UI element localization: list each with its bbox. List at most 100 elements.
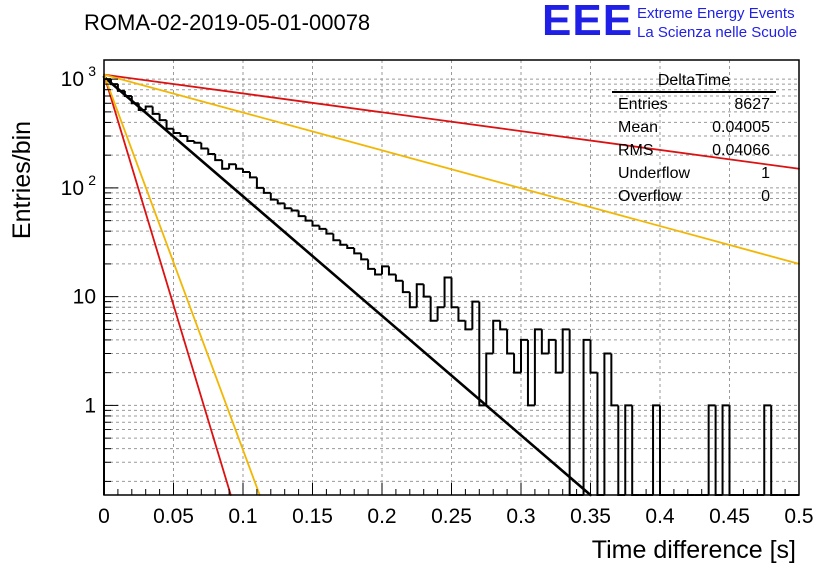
histogram-bin: [520, 338, 528, 373]
x-tick-label: 0.25: [431, 505, 472, 528]
histogram-bin: [401, 280, 410, 294]
stats-value: 0.04005: [712, 119, 770, 136]
logo-mark: EEE: [542, 0, 634, 45]
histogram-bin: [242, 168, 250, 174]
histogram-bin: [387, 266, 396, 276]
histogram-bin: [526, 339, 535, 407]
y-tick-label: 1: [84, 394, 96, 417]
histogram-bin: [297, 210, 306, 218]
histogram-bin: [652, 404, 660, 495]
histogram-bin: [513, 353, 521, 374]
histogram-bin: [603, 352, 612, 495]
y-tick-exponent: 3: [88, 63, 96, 79]
axis-tick-labels: 0 0.05 0.1 0.15 0.2 0.25 0.3 0.35 0.4 0.45 0.51101…: [61, 63, 814, 528]
stats-row-overflow: Overflow 0: [612, 185, 776, 208]
histogram-bin: [707, 404, 716, 495]
fit-curves: [102, 73, 800, 497]
histogram-bin: [478, 301, 487, 407]
stats-row-underflow: Underflow 1: [612, 162, 776, 185]
y-tick-exponent: 2: [88, 172, 96, 188]
histogram-bin: [568, 329, 577, 496]
histogram-bin: [561, 328, 570, 373]
histogram-bin: [172, 128, 181, 134]
histogram-bin: [137, 103, 146, 112]
histogram-bin: [360, 253, 369, 261]
histogram-bin: [221, 160, 230, 170]
x-axis-label: Time difference [s]: [592, 536, 796, 564]
chart-run-title: ROMA-02-2019-05-01-00078: [84, 10, 371, 35]
histogram-bin: [464, 320, 473, 331]
histogram-bin: [339, 240, 348, 246]
curve-orange-fast: [103, 73, 261, 496]
x-tick-label: 0.5: [784, 505, 813, 528]
histogram-bin: [144, 105, 153, 111]
logo-line-1: Extreme Energy Events: [637, 5, 795, 22]
histogram-bin: [158, 113, 167, 122]
histogram-bin: [596, 372, 605, 496]
histogram-bin: [179, 132, 188, 138]
stats-value: 1: [761, 165, 770, 182]
histogram-bin: [353, 248, 362, 255]
histogram-bin: [228, 163, 237, 169]
histogram-bin: [610, 353, 619, 407]
histogram-bin: [325, 228, 334, 235]
x-tick-label: 0.3: [506, 505, 535, 528]
histogram-bin: [186, 136, 195, 142]
histogram-bin: [318, 225, 327, 230]
stats-value: 8627: [734, 96, 770, 113]
histogram-bin: [290, 208, 299, 212]
histogram-bin: [255, 177, 264, 189]
axis-ticks: [103, 78, 800, 495]
histogram-bin: [381, 265, 389, 275]
histogram-bin: [346, 244, 355, 250]
histogram-bin: [443, 276, 452, 308]
histogram-bin: [582, 338, 591, 495]
histogram-bin: [415, 283, 424, 308]
histogram-bin: [123, 90, 132, 97]
x-tick-label: 0: [98, 505, 110, 528]
histogram-bin: [450, 277, 459, 309]
stats-value: 0.04066: [712, 142, 770, 159]
histogram-bin: [374, 268, 382, 276]
x-tick-label: 0.4: [645, 505, 675, 528]
histogram-bin: [200, 142, 209, 150]
stats-row-entries: Entries 8627: [612, 93, 776, 116]
stats-value: 0: [761, 188, 770, 205]
histogram-bin: [269, 192, 278, 201]
histogram-bin: [332, 233, 341, 242]
curve-red-fast: [103, 73, 232, 496]
y-tick-label: 10: [73, 286, 96, 309]
histogram-bin: [151, 106, 160, 115]
histogram-bin: [436, 306, 445, 321]
histogram-bin: [394, 274, 403, 282]
histogram-bin: [554, 339, 563, 374]
stats-label: Overflow: [618, 188, 682, 205]
histogram-bin: [130, 95, 139, 105]
histogram-bin: [248, 172, 257, 179]
histogram-bin: [506, 329, 515, 355]
histogram-bin: [207, 148, 216, 155]
histogram-bin: [109, 79, 118, 86]
histogram-bin: [763, 404, 772, 495]
histogram-bin: [533, 328, 542, 406]
logo-line-2: La Scienza nelle Scuole: [637, 24, 798, 41]
x-tick-label: 0.45: [709, 505, 750, 528]
histogram-bin: [214, 153, 223, 162]
histogram-bin: [283, 203, 292, 210]
curve-fit: [102, 75, 592, 497]
histogram-bin: [422, 284, 431, 298]
stats-box: DeltaTime Entries 8627 Mean 0.04005 RMS …: [612, 70, 776, 208]
stats-row-mean: Mean 0.04005: [612, 116, 776, 139]
y-tick-label: 10: [61, 68, 84, 91]
histogram-bin: [165, 120, 174, 130]
histogram-bin: [193, 140, 202, 144]
eee-logo: EEE Extreme Energy Events La Scienza nel…: [542, 0, 832, 46]
histogram-bin: [499, 320, 508, 331]
x-tick-label: 0.15: [292, 505, 333, 528]
histogram-bin: [429, 296, 438, 322]
histogram-bin: [116, 84, 125, 92]
histogram-bin: [235, 164, 243, 170]
x-tick-label: 0.2: [367, 505, 396, 528]
stats-label: Underflow: [618, 165, 691, 182]
